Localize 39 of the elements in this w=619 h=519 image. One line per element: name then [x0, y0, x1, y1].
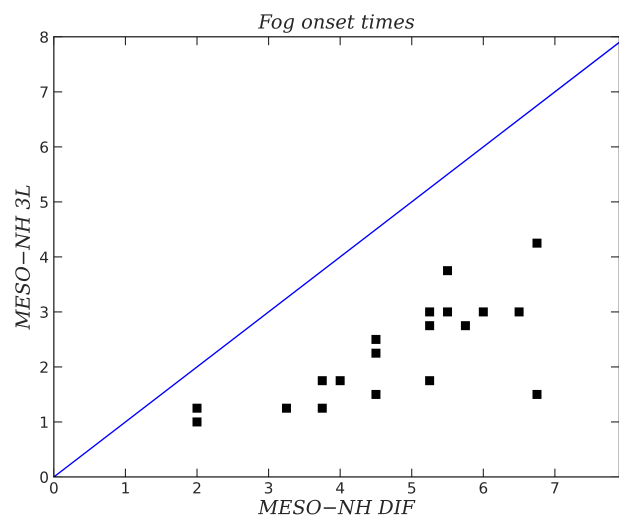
y-axis-title: MESO−NH 3L [15, 186, 30, 330]
point [192, 417, 202, 426]
x-tick-label: 6 [480, 482, 488, 494]
y-tick-label: 7 [40, 86, 48, 98]
point [478, 307, 488, 316]
point [336, 376, 345, 386]
point [443, 266, 452, 276]
point [371, 390, 380, 399]
point [425, 321, 434, 330]
y-tick-label: 0 [40, 471, 48, 483]
x-axis-title: MESO−NH DIF [258, 500, 416, 514]
y-tick-label: 2 [40, 361, 48, 373]
point [282, 404, 291, 413]
point [192, 404, 202, 413]
chart-title: Fog onset times [258, 14, 414, 33]
x-tick-label: 1 [122, 482, 129, 494]
point [443, 307, 452, 316]
x-tick-label: 4 [336, 482, 344, 494]
y-tick-label: 4 [40, 252, 48, 263]
point [371, 334, 380, 344]
point [532, 238, 542, 248]
y-tick-label: 1 [40, 416, 48, 428]
point [425, 307, 434, 316]
x-tick-label: 0 [50, 482, 58, 494]
point [318, 376, 327, 386]
point [425, 376, 434, 386]
point [460, 321, 470, 330]
point [318, 404, 327, 413]
x-tick-label: 2 [193, 482, 200, 494]
x-tick-label: 5 [408, 482, 416, 494]
y-tick-label: 8 [40, 31, 48, 43]
y-tick-label: 6 [40, 141, 48, 153]
point [371, 348, 380, 358]
point [532, 390, 542, 399]
y-tick-label: 3 [40, 306, 48, 318]
y-tick-label: 5 [40, 196, 48, 208]
x-tick-label: 7 [551, 482, 558, 494]
x-tick-label: 3 [264, 482, 272, 494]
point [514, 307, 524, 316]
